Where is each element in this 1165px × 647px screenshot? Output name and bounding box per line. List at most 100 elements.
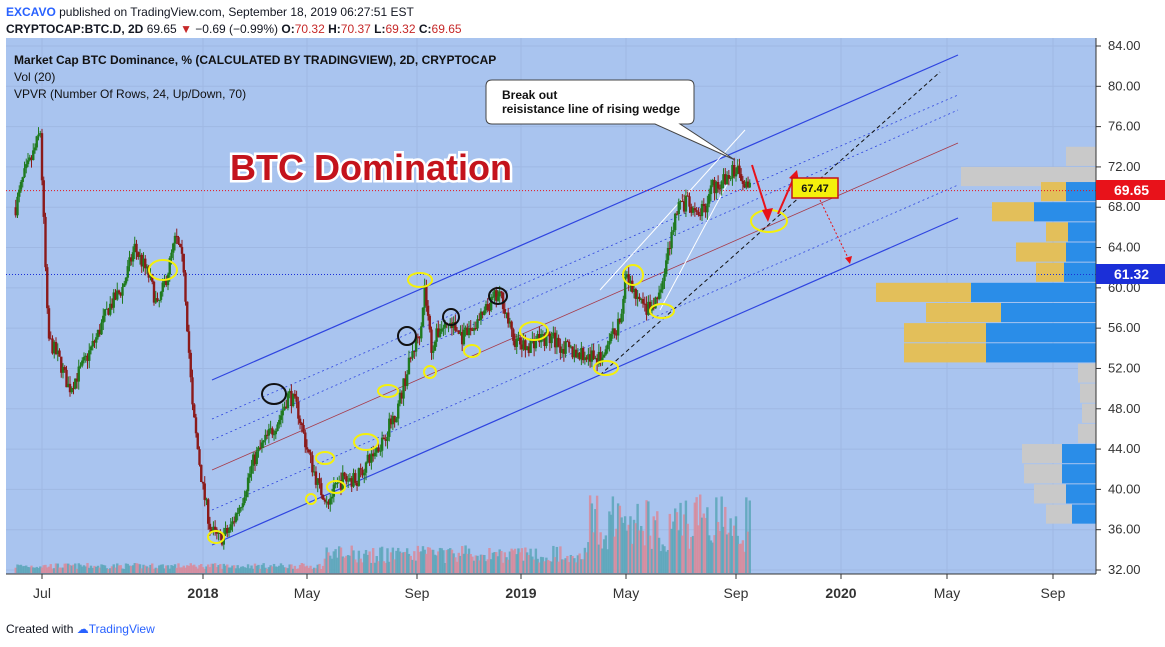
yellow-circle: [305, 493, 317, 505]
low-value: 69.32: [385, 22, 416, 36]
volume-bar: [464, 545, 467, 573]
candle-body: [91, 340, 94, 347]
candle-body: [293, 393, 297, 397]
volume-bar: [264, 567, 267, 573]
volume-bar: [557, 561, 560, 573]
volume-bar: [615, 528, 618, 573]
volume-bar: [100, 564, 103, 573]
candle-body: [402, 378, 405, 399]
candle-body: [590, 350, 594, 362]
open-label: O:: [281, 22, 295, 36]
volume-bar: [149, 564, 152, 573]
volume-bar: [604, 535, 608, 573]
volume-bar: [186, 565, 189, 573]
tradingview-link[interactable]: TradingView: [88, 622, 155, 636]
volume-bar: [291, 568, 295, 573]
volume-bar: [288, 564, 291, 573]
price-change: −0.69 (−0.99%): [195, 22, 279, 36]
candle-body: [116, 290, 119, 300]
time-axis[interactable]: [6, 574, 1165, 610]
candle-body: [569, 346, 573, 348]
candle-body: [189, 352, 192, 378]
candle-body: [634, 289, 638, 299]
volume-bar: [601, 548, 604, 573]
volume-bar: [23, 565, 26, 573]
volume-bar: [47, 566, 51, 573]
red-dotted-projection-head: [845, 256, 852, 264]
volume-bar: [44, 564, 47, 573]
publisher-name[interactable]: EXCAVO: [6, 5, 56, 19]
candle-body: [35, 136, 38, 148]
candle-body: [311, 455, 314, 473]
candle-body: [329, 498, 332, 505]
candle-body: [21, 177, 24, 182]
candle-body: [67, 383, 70, 388]
target-label-box: [791, 177, 839, 199]
candle-body: [691, 208, 695, 213]
candle-body: [49, 338, 52, 340]
vp-up-bar: [1062, 444, 1096, 464]
volume-bar: [543, 561, 546, 573]
candle-body: [60, 356, 63, 373]
volume-bar: [46, 567, 49, 573]
volume-bar: [265, 568, 269, 573]
candle-body: [437, 328, 440, 337]
candle-body: [538, 334, 541, 343]
candle-body: [114, 292, 117, 300]
volume-bar: [163, 568, 166, 573]
volume-bar: [200, 563, 203, 573]
volume-bar: [220, 568, 224, 573]
candle-body: [460, 331, 464, 345]
volume-bar: [272, 563, 276, 573]
candle-body: [198, 449, 201, 465]
volume-bar: [321, 565, 325, 573]
time-axis-ticks: Jul 2018 May Sep 2019 May Sep 2020 May Sep: [33, 574, 1066, 601]
volume-bar: [599, 532, 602, 573]
volume-bar: [731, 535, 734, 573]
volume-bar: [175, 567, 178, 573]
candle-body: [212, 526, 215, 532]
candle-body: [481, 311, 484, 316]
volume-bar: [433, 554, 437, 573]
vp-up-bar: [1066, 242, 1096, 262]
candle-body: [618, 318, 622, 323]
candle-body: [382, 437, 386, 440]
volume-bar: [695, 497, 698, 573]
channel-lower: [211, 217, 959, 546]
candle-body: [70, 388, 73, 393]
candle-body: [350, 478, 353, 487]
candle-body: [305, 447, 309, 450]
candle-body: [187, 331, 191, 353]
volume-bar: [518, 552, 522, 573]
candle-body: [478, 319, 481, 321]
candle-body: [279, 415, 283, 420]
candle-body: [426, 305, 430, 316]
volume-bar: [503, 552, 507, 573]
candle-body: [271, 428, 274, 435]
tradingview-logo-icon[interactable]: ☁: [76, 622, 89, 636]
price-axis[interactable]: [1096, 38, 1165, 574]
volume-bar: [65, 563, 68, 573]
volume-bar: [713, 535, 716, 573]
volume-bar: [180, 567, 184, 573]
volume-bar: [170, 565, 173, 573]
volume-bar: [640, 525, 643, 573]
candle-body: [508, 321, 512, 324]
volume-bar: [138, 564, 142, 573]
candle-body: [269, 428, 272, 430]
candle-body: [14, 207, 17, 216]
candle-body: [595, 358, 599, 365]
vp-up-bar: [1062, 464, 1096, 484]
candle-body: [51, 338, 54, 354]
volume-bar: [474, 555, 478, 573]
candle-body: [58, 350, 61, 357]
candle-body: [739, 174, 743, 181]
volume-bar: [636, 503, 639, 573]
volume-bar: [724, 506, 727, 573]
volume-bar: [293, 565, 297, 573]
volume-bar: [323, 558, 327, 573]
candle-body: [30, 157, 33, 161]
volume-bar: [576, 555, 580, 573]
candle-body: [191, 377, 194, 405]
